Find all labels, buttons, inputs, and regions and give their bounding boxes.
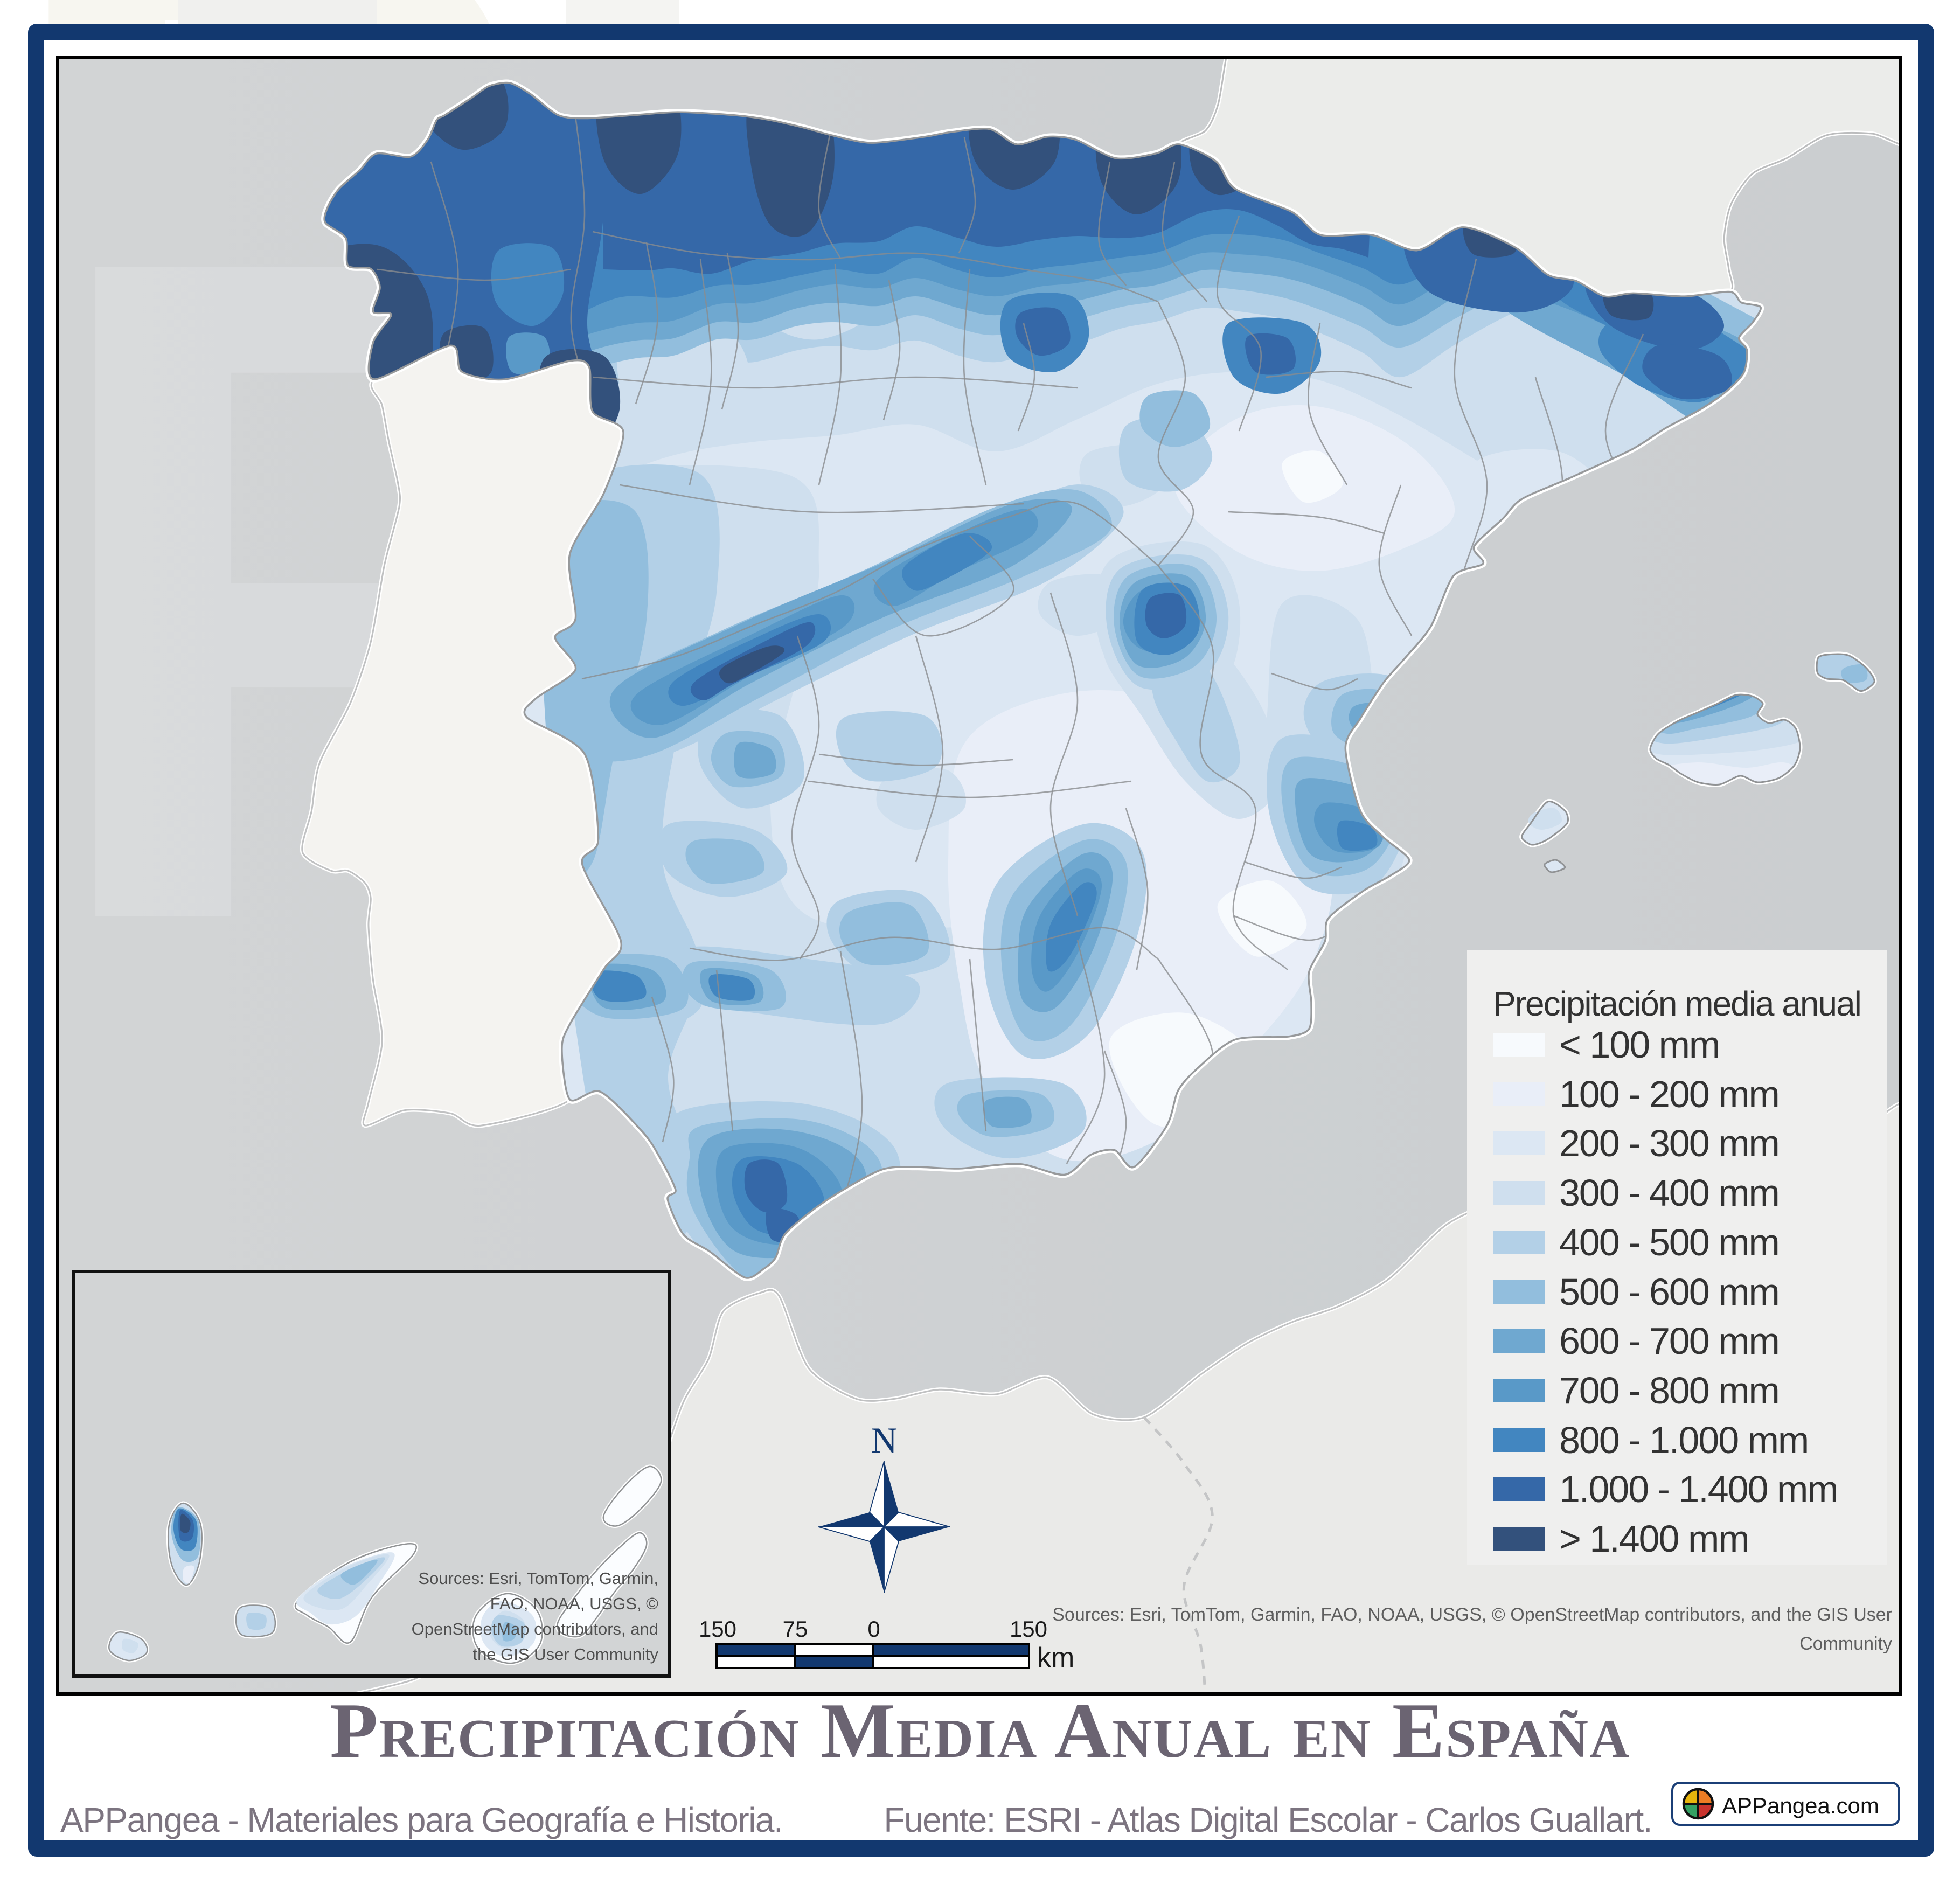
svg-text:> 1.400 mm: > 1.400 mm: [1559, 1518, 1749, 1560]
svg-text:FAO, NOAA, USGS, ©: FAO, NOAA, USGS, ©: [490, 1594, 658, 1613]
svg-text:400 - 500 mm: 400 - 500 mm: [1559, 1221, 1779, 1263]
svg-text:Precipitación media anual: Precipitación media anual: [1493, 984, 1861, 1023]
svg-text:< 100 mm: < 100 mm: [1559, 1024, 1719, 1066]
svg-text:75: 75: [783, 1616, 808, 1642]
svg-text:Sources: Esri, TomTom, Garmin,: Sources: Esri, TomTom, Garmin, FAO, NOAA…: [1052, 1604, 1892, 1625]
svg-text:300 - 400 mm: 300 - 400 mm: [1559, 1172, 1779, 1214]
svg-text:OpenStreetMap contributors, an: OpenStreetMap contributors, and: [412, 1620, 658, 1638]
svg-text:Community: Community: [1799, 1634, 1892, 1654]
svg-text:km: km: [1037, 1642, 1074, 1673]
svg-text:1.000 - 1.400 mm: 1.000 - 1.400 mm: [1559, 1468, 1838, 1510]
svg-text:the GIS User Community: the GIS User Community: [472, 1645, 658, 1664]
svg-text:150: 150: [699, 1616, 736, 1642]
svg-text:N: N: [871, 1420, 897, 1461]
svg-text:800 - 1.000 mm: 800 - 1.000 mm: [1559, 1419, 1808, 1461]
svg-text:700 - 800 mm: 700 - 800 mm: [1559, 1370, 1779, 1412]
svg-text:100 - 200 mm: 100 - 200 mm: [1559, 1073, 1779, 1115]
svg-text:0: 0: [867, 1616, 880, 1642]
svg-text:Sources: Esri, TomTom, Garmin,: Sources: Esri, TomTom, Garmin,: [418, 1569, 658, 1588]
svg-text:200 - 300 mm: 200 - 300 mm: [1559, 1122, 1779, 1164]
svg-text:150: 150: [1010, 1616, 1047, 1642]
svg-text:500 - 600 mm: 500 - 600 mm: [1559, 1271, 1779, 1313]
svg-text:600 - 700 mm: 600 - 700 mm: [1559, 1320, 1779, 1362]
